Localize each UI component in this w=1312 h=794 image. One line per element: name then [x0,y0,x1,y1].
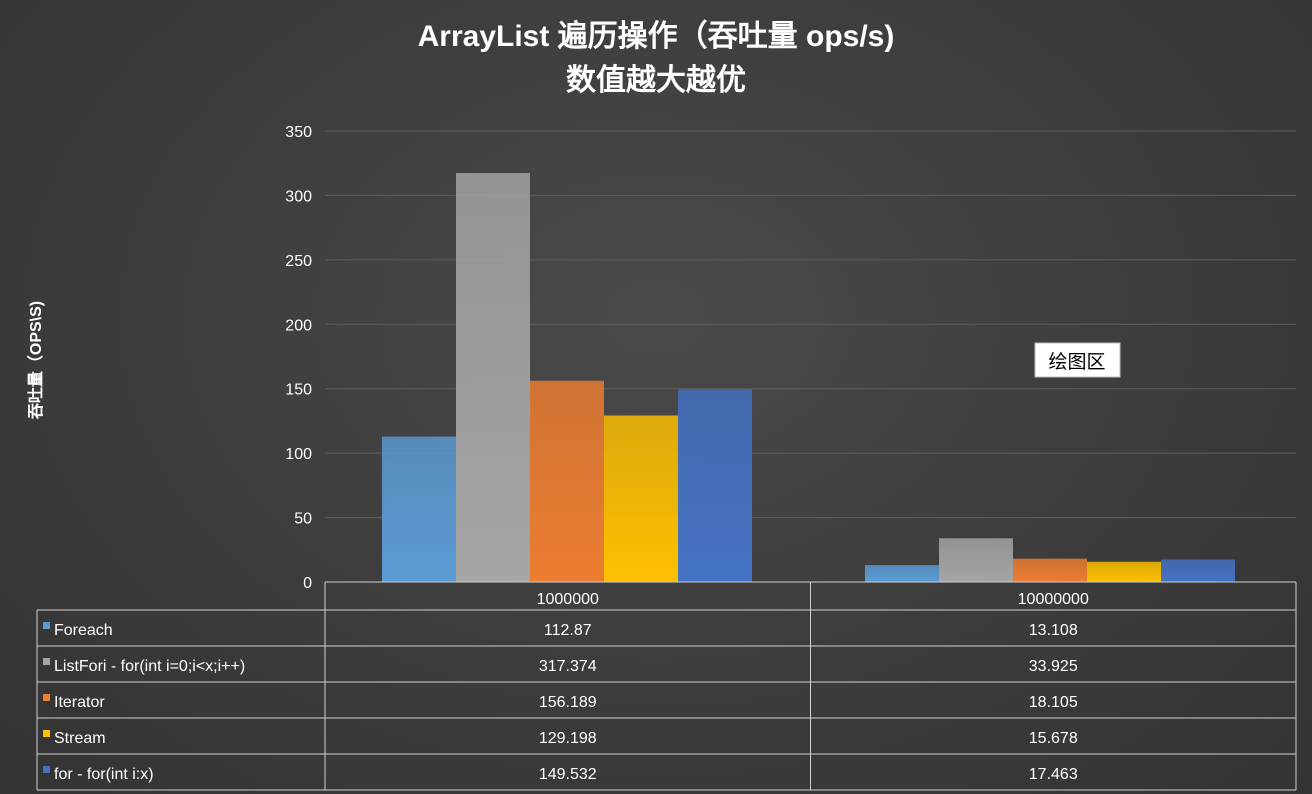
data-label-stream-10000000: 15.678 [1029,730,1078,747]
y-axis-ticks: 0 50 100 150 200 250 300 350 [285,124,312,592]
bar-for-for-int-i-x-10000000 [1161,559,1235,582]
data-label-stream-1000000: 129.198 [539,730,597,747]
data-label-listfori-for-int-i-0-i-x-i-10000000: 33.925 [1029,658,1078,675]
data-label-listfori-for-int-i-0-i-x-i-1000000: 317.374 [539,658,597,675]
series-name-for-for-int-i-x: for - for(int i:x) [54,766,154,783]
data-label-foreach-10000000: 13.108 [1029,622,1078,639]
bar-listfori-for-int-i-0-i-x-i-1000000 [456,173,530,582]
chart-title: ArrayList 遍历操作（吞吐量 ops/s) [418,19,895,53]
bar-listfori-for-int-i-0-i-x-i-10000000 [939,538,1013,582]
tooltip-text: 绘图区 [1048,351,1105,373]
legend-swatch-foreach [43,622,50,629]
series-name-listfori-for-int-i-0-i-x-i: ListFori - for(int i=0;i<x;i++) [54,658,245,675]
y-tick-label: 300 [285,188,312,205]
bar-for-for-int-i-x-1000000 [678,389,752,582]
legend-swatch-stream [43,730,50,737]
y-axis-label: 吞吐量（OPS\S) [27,301,45,419]
data-table: 1000000 10000000 Foreach 112.87 13.108 ListFo… [36,581,1297,791]
chart-subtitle: 数值越大越优 [566,64,746,97]
plot-area-tooltip: 绘图区 [1034,342,1121,378]
y-tick-label: 350 [285,124,312,141]
bar-stream-1000000 [604,415,678,582]
series-name-iterator: Iterator [54,694,105,711]
bar-iterator-1000000 [530,380,604,582]
tooltip-box [1034,342,1121,378]
y-tick-label: 100 [285,446,312,463]
y-tick-label: 200 [285,317,312,334]
legend-swatch-for-for-int-i-x [43,766,50,773]
y-tick-label: 250 [285,253,312,270]
bar-stream-10000000 [1087,561,1161,582]
y-tick-label: 150 [285,382,312,399]
data-label-iterator-10000000: 18.105 [1029,694,1078,711]
data-label-iterator-1000000: 156.189 [539,694,597,711]
legend-swatch-listfori-for-int-i-0-i-x-i [43,658,50,665]
data-label-for-for-int-i-x-1000000: 149.532 [539,766,597,783]
legend-swatch-iterator [43,694,50,701]
y-tick-label: 50 [294,511,312,528]
x-category-label: 1000000 [537,591,599,608]
x-category-label: 10000000 [1018,591,1089,608]
bar-foreach-1000000 [382,436,456,582]
bar-foreach-10000000 [865,565,939,582]
data-label-for-for-int-i-x-10000000: 17.463 [1029,766,1078,783]
series-name-stream: Stream [54,730,106,747]
bars [382,173,1235,582]
data-label-foreach-1000000: 112.87 [544,622,592,639]
series-name-foreach: Foreach [54,622,113,639]
y-tick-label: 0 [303,575,312,592]
bar-iterator-10000000 [1013,558,1087,582]
